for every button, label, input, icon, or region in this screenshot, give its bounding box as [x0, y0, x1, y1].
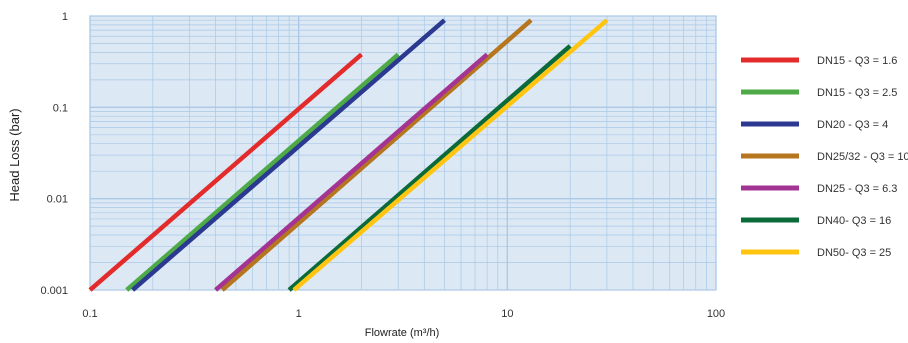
x-axis-title: Flowrate (m³/h) [365, 327, 440, 339]
plot-area [90, 16, 716, 290]
y-tick-label: 0.1 [53, 102, 68, 114]
legend-label: DN15 - Q3 = 1.6 [817, 55, 897, 67]
series-line-2 [125, 52, 400, 292]
y-tick-label: 0.001 [40, 285, 68, 297]
legend-label: DN50- Q3 = 25 [817, 247, 891, 259]
series-line-3 [131, 18, 446, 292]
legend-label: DN15 - Q3 = 2.5 [817, 87, 897, 99]
legend: DN15 - Q3 = 1.6 DN15 - Q3 = 2.5 DN20 - Q3 … [741, 55, 908, 259]
legend-label: DN25/32 - Q3 = 10 [817, 151, 908, 163]
y-tick-label: 0.01 [47, 194, 68, 206]
series-line-1 [88, 52, 363, 292]
series-line-5 [214, 52, 489, 292]
y-tick-label: 1 [62, 11, 68, 23]
x-tick-label: 0.1 [82, 308, 97, 320]
y-axis-title: Head Loss (bar) [7, 108, 22, 201]
x-tick-label: 10 [501, 308, 513, 320]
x-tick-label: 100 [707, 308, 725, 320]
grid [89, 15, 717, 291]
x-tick-label: 1 [296, 308, 302, 320]
legend-label: DN40- Q3 = 16 [817, 215, 891, 227]
series-line-7 [292, 18, 609, 292]
series-line-6 [287, 44, 572, 292]
tick-labels: 0.1 1 10 100 0.001 0.01 0.1 1 [40, 11, 725, 320]
legend-label: DN25 - Q3 = 6.3 [817, 183, 897, 195]
series-lines [88, 18, 609, 292]
plot-border [89, 15, 717, 291]
series-line-4 [220, 18, 533, 292]
legend-label: DN20 - Q3 = 4 [817, 119, 888, 131]
